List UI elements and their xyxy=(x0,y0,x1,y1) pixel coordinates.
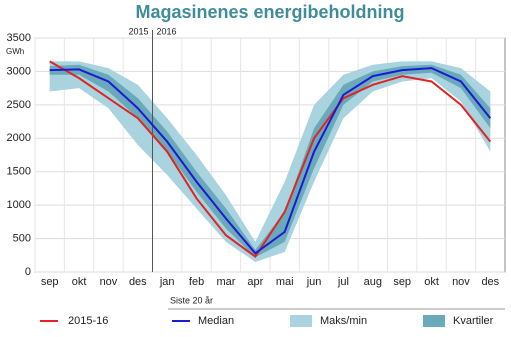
legend-label: Maks/min xyxy=(320,315,367,327)
x-tick-label: mar xyxy=(216,276,235,288)
legend-label: Median xyxy=(198,315,234,327)
y-tick-label: 1500 xyxy=(7,166,31,178)
y-tick-label: 1000 xyxy=(7,199,31,211)
y-tick-label: 3500 xyxy=(7,32,31,44)
legend-label: 2015-16 xyxy=(68,315,108,327)
y-tick-label: 2500 xyxy=(7,99,31,111)
series-line xyxy=(49,67,492,255)
x-tick-label: feb xyxy=(189,276,204,288)
y-axis-label: GWh xyxy=(6,47,24,56)
x-tick-label: sep xyxy=(393,276,411,288)
x-tick-label: okt xyxy=(72,276,87,288)
y-tick-label: 500 xyxy=(13,232,31,244)
x-tick-label: nov xyxy=(100,276,118,288)
legend-group-label: Siste 20 år xyxy=(170,295,213,305)
y-tick-label: 2000 xyxy=(7,132,31,144)
x-tick-label: jul xyxy=(337,276,349,288)
legend-swatch xyxy=(290,315,312,327)
series-line xyxy=(49,60,492,259)
band-area xyxy=(49,61,491,262)
x-tick-label: okt xyxy=(424,276,439,288)
legend-label: Kvartiler xyxy=(453,315,494,327)
x-tick-label: nov xyxy=(452,276,470,288)
x-tick-label: jan xyxy=(159,276,175,288)
x-tick-label: aug xyxy=(364,276,382,288)
x-tick-label: des xyxy=(129,276,147,288)
legend-swatch xyxy=(423,315,445,327)
year-label: 2016 xyxy=(157,26,177,36)
y-tick-label: 0 xyxy=(25,266,31,278)
y-tick-label: 3000 xyxy=(7,65,31,77)
x-tick-label: des xyxy=(481,276,499,288)
x-tick-label: apr xyxy=(247,276,263,288)
x-tick-label: mai xyxy=(276,276,294,288)
x-tick-label: sep xyxy=(41,276,59,288)
x-tick-label: jun xyxy=(306,276,322,288)
year-label: 2015 xyxy=(128,26,148,36)
chart-title: Magasinenes energibeholdning xyxy=(135,2,404,22)
